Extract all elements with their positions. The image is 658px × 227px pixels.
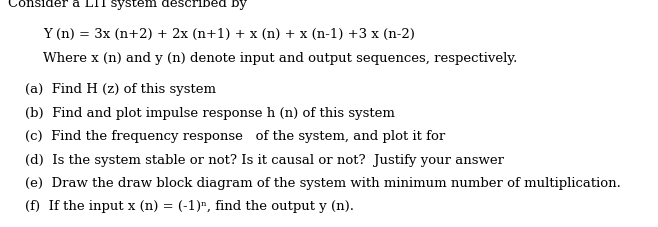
Text: (d)  Is the system stable or not? Is it causal or not?  Justify your answer: (d) Is the system stable or not? Is it c…	[25, 154, 504, 167]
Text: (c)  Find the frequency response   of the system, and plot it for: (c) Find the frequency response of the s…	[25, 130, 445, 143]
Text: Consider a LTI system described by: Consider a LTI system described by	[8, 0, 247, 10]
Text: Y (n) = 3x (n+2) + 2x (n+1) + x (n) + x (n-1) +3 x (n-2): Y (n) = 3x (n+2) + 2x (n+1) + x (n) + x …	[43, 28, 415, 41]
Text: Where x (n) and y (n) denote input and output sequences, respectively.: Where x (n) and y (n) denote input and o…	[43, 52, 517, 65]
Text: (a)  Find H (z) of this system: (a) Find H (z) of this system	[25, 84, 216, 96]
Text: (e)  Draw the draw block diagram of the system with minimum number of multiplica: (e) Draw the draw block diagram of the s…	[25, 177, 621, 190]
Text: (f)  If the input x (n) = (-1)ⁿ, find the output y (n).: (f) If the input x (n) = (-1)ⁿ, find the…	[25, 200, 354, 213]
Text: (b)  Find and plot impulse response h (n) of this system: (b) Find and plot impulse response h (n)…	[25, 107, 395, 120]
